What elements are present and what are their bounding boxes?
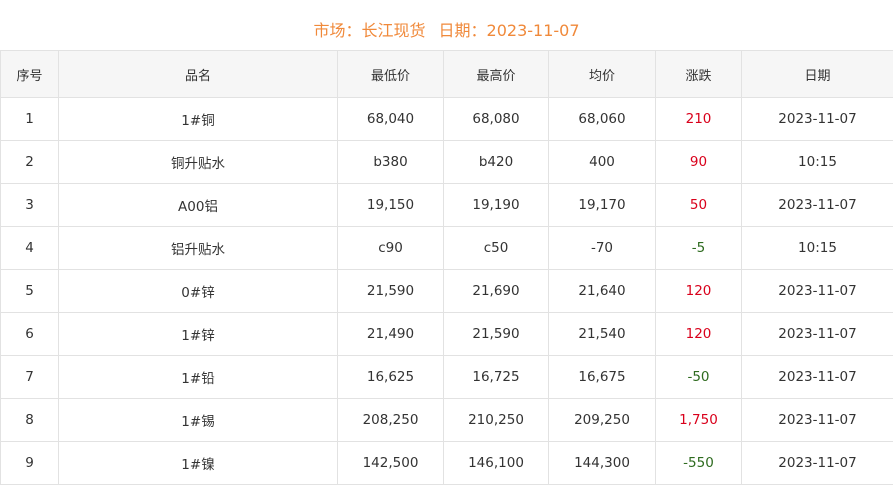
table-header-row: 序号 品名 最低价 最高价 均价 涨跌 日期 bbox=[1, 51, 893, 98]
cell-avg: 19,170 bbox=[549, 184, 656, 227]
cell-high: c50 bbox=[444, 227, 549, 270]
cell-avg: 68,060 bbox=[549, 98, 656, 141]
cell-no: 9 bbox=[1, 442, 59, 485]
cell-avg: 21,640 bbox=[549, 270, 656, 313]
cell-low: b380 bbox=[338, 141, 444, 184]
cell-change: -50 bbox=[656, 356, 742, 399]
date-label: 日期：2023-11-07 bbox=[439, 21, 580, 40]
cell-name: 1#锌 bbox=[59, 313, 338, 356]
cell-name: 1#铅 bbox=[59, 356, 338, 399]
cell-no: 2 bbox=[1, 141, 59, 184]
cell-low: 19,150 bbox=[338, 184, 444, 227]
cell-high: 19,190 bbox=[444, 184, 549, 227]
cell-name: 0#锌 bbox=[59, 270, 338, 313]
cell-no: 1 bbox=[1, 98, 59, 141]
cell-date: 2023-11-07 bbox=[742, 270, 893, 313]
cell-low: 142,500 bbox=[338, 442, 444, 485]
col-header-no: 序号 bbox=[1, 51, 59, 98]
cell-change: 210 bbox=[656, 98, 742, 141]
cell-change: -5 bbox=[656, 227, 742, 270]
cell-high: 21,590 bbox=[444, 313, 549, 356]
cell-high: 146,100 bbox=[444, 442, 549, 485]
cell-date: 2023-11-07 bbox=[742, 313, 893, 356]
cell-name: 铜升贴水 bbox=[59, 141, 338, 184]
cell-change: 120 bbox=[656, 270, 742, 313]
cell-name: 1#镍 bbox=[59, 442, 338, 485]
cell-avg: 21,540 bbox=[549, 313, 656, 356]
cell-name: A00铝 bbox=[59, 184, 338, 227]
col-header-low: 最低价 bbox=[338, 51, 444, 98]
cell-date: 2023-11-07 bbox=[742, 442, 893, 485]
col-header-name: 品名 bbox=[59, 51, 338, 98]
cell-low: 16,625 bbox=[338, 356, 444, 399]
cell-name: 1#锡 bbox=[59, 399, 338, 442]
cell-low: c90 bbox=[338, 227, 444, 270]
cell-date: 2023-11-07 bbox=[742, 356, 893, 399]
cell-no: 3 bbox=[1, 184, 59, 227]
cell-date: 10:15 bbox=[742, 227, 893, 270]
cell-high: 16,725 bbox=[444, 356, 549, 399]
col-header-date: 日期 bbox=[742, 51, 893, 98]
cell-avg: 400 bbox=[549, 141, 656, 184]
cell-change: 1,750 bbox=[656, 399, 742, 442]
col-header-high: 最高价 bbox=[444, 51, 549, 98]
cell-change: 120 bbox=[656, 313, 742, 356]
cell-date: 10:15 bbox=[742, 141, 893, 184]
cell-low: 21,590 bbox=[338, 270, 444, 313]
cell-date: 2023-11-07 bbox=[742, 98, 893, 141]
cell-no: 6 bbox=[1, 313, 59, 356]
cell-low: 208,250 bbox=[338, 399, 444, 442]
cell-name: 铝升贴水 bbox=[59, 227, 338, 270]
cell-avg: 144,300 bbox=[549, 442, 656, 485]
cell-avg: 16,675 bbox=[549, 356, 656, 399]
col-header-avg: 均价 bbox=[549, 51, 656, 98]
page-title: 市场：长江现货 日期：2023-11-07 bbox=[0, 0, 893, 50]
cell-low: 68,040 bbox=[338, 98, 444, 141]
cell-avg: 209,250 bbox=[549, 399, 656, 442]
cell-low: 21,490 bbox=[338, 313, 444, 356]
cell-change: -550 bbox=[656, 442, 742, 485]
cell-date: 2023-11-07 bbox=[742, 399, 893, 442]
cell-high: b420 bbox=[444, 141, 549, 184]
cell-change: 90 bbox=[656, 141, 742, 184]
cell-high: 68,080 bbox=[444, 98, 549, 141]
cell-no: 7 bbox=[1, 356, 59, 399]
cell-no: 4 bbox=[1, 227, 59, 270]
cell-no: 5 bbox=[1, 270, 59, 313]
col-header-change: 涨跌 bbox=[656, 51, 742, 98]
cell-high: 21,690 bbox=[444, 270, 549, 313]
market-label: 市场：长江现货 bbox=[313, 21, 425, 40]
cell-date: 2023-11-07 bbox=[742, 184, 893, 227]
cell-no: 8 bbox=[1, 399, 59, 442]
cell-avg: -70 bbox=[549, 227, 656, 270]
cell-name: 1#铜 bbox=[59, 98, 338, 141]
cell-high: 210,250 bbox=[444, 399, 549, 442]
cell-change: 50 bbox=[656, 184, 742, 227]
